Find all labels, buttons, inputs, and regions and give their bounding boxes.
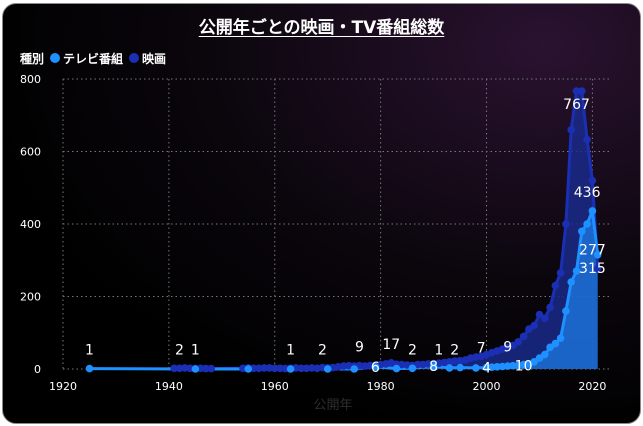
point-tv (445, 364, 454, 372)
point-tv (583, 220, 591, 228)
data-label: 7 (477, 340, 486, 356)
point-movie (519, 332, 528, 341)
point-tv (472, 364, 480, 372)
data-label: 6 (371, 360, 380, 376)
data-label: 315 (579, 261, 606, 277)
data-label: 1 (191, 343, 200, 359)
point-movie (297, 364, 306, 373)
point-movie (583, 135, 591, 144)
point-tv (535, 354, 544, 362)
point-movie (588, 176, 597, 185)
data-label: 9 (503, 340, 512, 356)
y-tick-label: 0 (34, 363, 41, 376)
point-movie (546, 303, 554, 312)
legend: 種別 テレビ番組 映画 (20, 49, 166, 67)
point-tv (567, 278, 575, 286)
data-label: 1 (85, 343, 94, 359)
point-tv (588, 207, 597, 215)
data-label: 1 (286, 343, 295, 359)
data-label: 8 (429, 359, 438, 375)
legend-dot-movie (129, 53, 140, 63)
series-points (85, 87, 602, 373)
chart-card: 公開年ごとの映画・TV番組総数 種別 テレビ番組 映画 (2, 3, 641, 424)
point-tv (541, 350, 549, 359)
point-movie (578, 87, 586, 95)
series-areas (89, 91, 598, 369)
data-label: 2 (175, 342, 184, 358)
point-tv (392, 364, 401, 373)
legend-item-movie[interactable]: 映画 (129, 50, 166, 67)
point-movie (567, 126, 575, 134)
point-movie (593, 264, 602, 273)
point-tv (191, 365, 200, 373)
point-movie (509, 341, 517, 350)
point-tv (456, 363, 464, 372)
point-movie (530, 321, 538, 330)
point-movie (413, 360, 422, 369)
point-movie (170, 364, 178, 373)
point-tv (546, 343, 554, 352)
point-movie (562, 220, 570, 228)
point-movie (207, 364, 215, 373)
chart-title: 公開年ごとの映画・TV番組総数 (198, 18, 445, 38)
data-label: 767 (563, 97, 590, 113)
point-tv (572, 267, 581, 275)
y-tick-label: 600 (20, 146, 41, 159)
data-label: 2 (450, 342, 459, 358)
data-label: 436 (574, 185, 601, 201)
point-tv (593, 251, 602, 259)
point-movie (541, 314, 549, 323)
point-movie (260, 364, 269, 372)
point-movie (202, 364, 210, 373)
y-tick-label: 200 (20, 291, 41, 304)
legend-dot-tv (50, 53, 61, 63)
point-movie (514, 338, 523, 346)
x-tick-label: 1960 (261, 380, 289, 393)
point-movie (572, 87, 581, 95)
y-tick-label: 400 (20, 218, 41, 231)
x-tick-label: 2020 (578, 380, 606, 393)
x-tick-label: 1980 (367, 380, 395, 393)
point-movie (271, 364, 279, 373)
data-label: 2 (318, 342, 327, 358)
x-tick-label: 1940 (155, 380, 183, 393)
point-tv (350, 365, 359, 373)
x-axis-title: 公開年 (313, 398, 352, 413)
y-axis-ticks: 0 200 400 600 800 (20, 73, 41, 376)
data-label: 4 (482, 361, 491, 377)
data-label: 10 (515, 358, 533, 374)
point-movie (525, 325, 533, 333)
legend-label-movie: 映画 (142, 51, 167, 66)
point-tv (244, 365, 253, 373)
x-tick-label: 1920 (49, 380, 77, 393)
point-movie (556, 269, 565, 277)
y-tick-label: 800 (20, 73, 41, 86)
point-tv (408, 364, 417, 373)
point-tv (429, 362, 438, 370)
point-movie (535, 310, 544, 319)
x-axis-ticks: 1920 1940 1960 1980 2000 2020 (49, 380, 606, 393)
point-tv (371, 363, 380, 371)
data-label: 277 (579, 243, 606, 259)
legend-label-tv: テレビ番組 (63, 51, 124, 66)
point-tv (85, 364, 94, 373)
legend-title: 種別 (20, 51, 45, 66)
point-movie (551, 281, 560, 290)
point-tv (551, 339, 560, 348)
point-tv (562, 307, 570, 315)
point-tv (530, 358, 538, 366)
data-label: 9 (355, 340, 364, 356)
point-tv (578, 227, 586, 236)
x-tick-label: 2000 (473, 380, 501, 393)
data-label: 17 (382, 337, 400, 353)
point-tv (323, 365, 332, 373)
series-lines (89, 89, 600, 371)
data-label: 2 (408, 342, 417, 358)
point-tv (556, 334, 565, 343)
legend-item-tv[interactable]: テレビ番組 (50, 50, 123, 67)
data-label: 1 (434, 343, 443, 359)
point-tv (286, 365, 295, 373)
